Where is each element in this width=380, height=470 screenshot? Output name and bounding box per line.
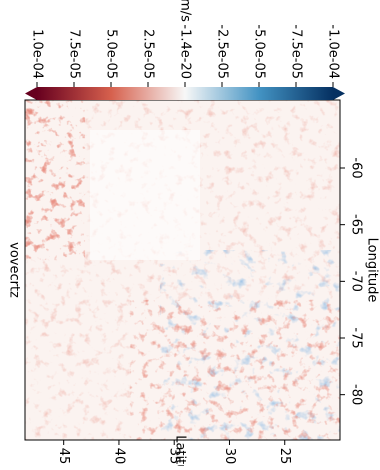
colorbar [37,87,333,100]
x-tick-label: -80 [349,384,364,405]
field [25,100,340,440]
y-tick-label: 25 [277,448,292,465]
y-tick-label: 30 [222,448,237,465]
colorbar-tick-label: 2.5e-05 [141,29,156,79]
colorbar-tick-label: 1.0e-04 [30,29,45,79]
y-tick-label: 35 [167,448,182,465]
colorbar-tick-label: -1.4e-20 [178,24,193,79]
colorbar-tick-label: -1.0e-04 [326,24,341,79]
colorbar-tick-label: -7.5e-05 [289,24,304,79]
x-tick-label: -70 [349,271,364,292]
x-axis-label: Longitude [365,238,380,303]
colorbar-tick-label: -5.0e-05 [252,24,267,79]
colorbar-tick-label: 7.5e-05 [67,29,82,79]
colorbar-tick-label: 5.0e-05 [104,29,119,79]
y-tick-label: 40 [111,448,126,465]
colorbar-extend [333,87,345,100]
x-tick-label: -75 [349,327,364,348]
y-tick-label: 45 [56,448,71,465]
chart-title: vovecrtz [7,242,22,298]
x-tick-label: -65 [349,214,364,235]
x-tick-label: -60 [349,157,364,178]
colorbar-label: m/s [178,0,193,22]
colorbar-extend [25,87,37,100]
colorbar-tick-label: -2.5e-05 [215,24,230,79]
y-axis-label: Latitude [173,435,188,466]
